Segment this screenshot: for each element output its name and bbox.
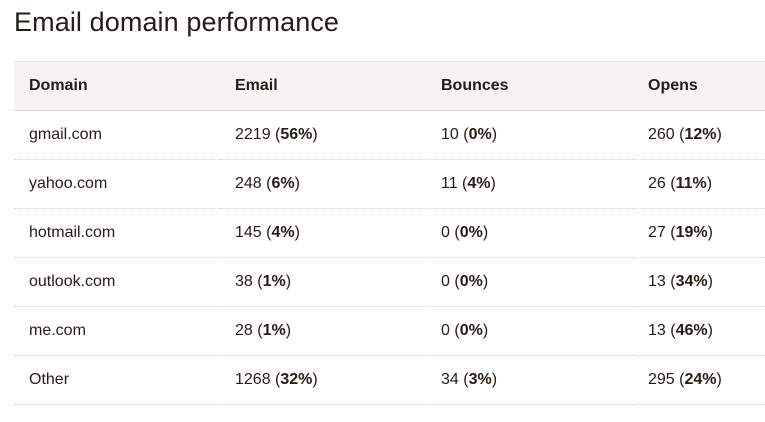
table-row: outlook.com 38 (1%) 0 (0%) 13 (34%) — [14, 257, 765, 307]
table-row: gmail.com 2219 (56%) 10 (0%) 260 (12%) — [14, 110, 765, 160]
bounces-cell: 0 (0%) — [426, 208, 633, 258]
column-header-domain: Domain — [14, 61, 220, 111]
email-cell: 38 (1%) — [220, 257, 426, 307]
bounces-count: 10 — [441, 126, 459, 143]
email-count: 248 — [235, 175, 262, 192]
email-count: 28 — [235, 322, 253, 339]
opens-count: 260 — [648, 126, 675, 143]
opens-count: 13 — [648, 322, 666, 339]
bounces-percent: 0% — [459, 273, 483, 290]
bounces-percent: 0% — [459, 322, 483, 339]
bounces-cell: 34 (3%) — [426, 355, 633, 405]
opens-percent: 19% — [675, 224, 708, 241]
domain-cell: outlook.com — [14, 257, 220, 307]
page-title: Email domain performance — [14, 7, 340, 37]
opens-count: 13 — [648, 273, 666, 290]
email-cell: 28 (1%) — [220, 306, 426, 356]
opens-percent: 24% — [684, 371, 717, 388]
opens-count: 27 — [648, 224, 666, 241]
email-cell: 145 (4%) — [220, 208, 426, 258]
opens-cell: 13 (46%) — [633, 306, 765, 356]
email-count: 145 — [235, 224, 262, 241]
email-percent: 6% — [271, 175, 295, 192]
column-header-bounces: Bounces — [426, 61, 633, 111]
opens-cell: 13 (34%) — [633, 257, 765, 307]
bounces-cell: 10 (0%) — [426, 110, 633, 160]
bounces-percent: 4% — [467, 175, 491, 192]
opens-cell: 26 (11%) — [633, 159, 765, 209]
bounces-percent: 3% — [468, 371, 492, 388]
email-count: 38 — [235, 273, 253, 290]
table-row: me.com 28 (1%) 0 (0%) 13 (46%) — [14, 306, 765, 356]
opens-count: 295 — [648, 371, 675, 388]
email-percent: 4% — [271, 224, 295, 241]
bounces-count: 0 — [441, 224, 450, 241]
table-row: yahoo.com 248 (6%) 11 (4%) 26 (11%) — [14, 159, 765, 209]
email-count: 1268 — [235, 371, 271, 388]
table-row: Other 1268 (32%) 34 (3%) 295 (24%) — [14, 355, 765, 405]
domain-cell: Other — [14, 355, 220, 405]
email-percent: 32% — [280, 371, 313, 388]
bounces-count: 34 — [441, 371, 459, 388]
opens-cell: 27 (19%) — [633, 208, 765, 258]
bounces-count: 11 — [441, 175, 458, 192]
table-header-row: Domain Email Bounces Opens — [14, 61, 765, 111]
bounces-percent: 0% — [468, 126, 492, 143]
opens-cell: 295 (24%) — [633, 355, 765, 405]
opens-percent: 11% — [675, 175, 707, 192]
domain-performance-table: Domain Email Bounces Opens gmail.com 221… — [14, 61, 765, 405]
email-cell: 248 (6%) — [220, 159, 426, 209]
email-cell: 2219 (56%) — [220, 110, 426, 160]
bounces-cell: 11 (4%) — [426, 159, 633, 209]
domain-cell: me.com — [14, 306, 220, 356]
bounces-count: 0 — [441, 273, 450, 290]
email-percent: 56% — [280, 126, 313, 143]
email-percent: 1% — [262, 322, 286, 339]
email-cell: 1268 (32%) — [220, 355, 426, 405]
opens-cell: 260 (12%) — [633, 110, 765, 160]
opens-percent: 46% — [675, 322, 708, 339]
bounces-cell: 0 (0%) — [426, 306, 633, 356]
email-count: 2219 — [235, 126, 271, 143]
opens-percent: 34% — [675, 273, 708, 290]
column-header-email: Email — [220, 61, 426, 111]
domain-cell: hotmail.com — [14, 208, 220, 258]
opens-count: 26 — [648, 175, 666, 192]
domain-cell: gmail.com — [14, 110, 220, 160]
bounces-percent: 0% — [459, 224, 483, 241]
column-header-opens: Opens — [633, 61, 765, 111]
bounces-cell: 0 (0%) — [426, 257, 633, 307]
opens-percent: 12% — [684, 126, 717, 143]
table-row: hotmail.com 145 (4%) 0 (0%) 27 (19%) — [14, 208, 765, 258]
email-percent: 1% — [262, 273, 286, 290]
bounces-count: 0 — [441, 322, 450, 339]
domain-cell: yahoo.com — [14, 159, 220, 209]
